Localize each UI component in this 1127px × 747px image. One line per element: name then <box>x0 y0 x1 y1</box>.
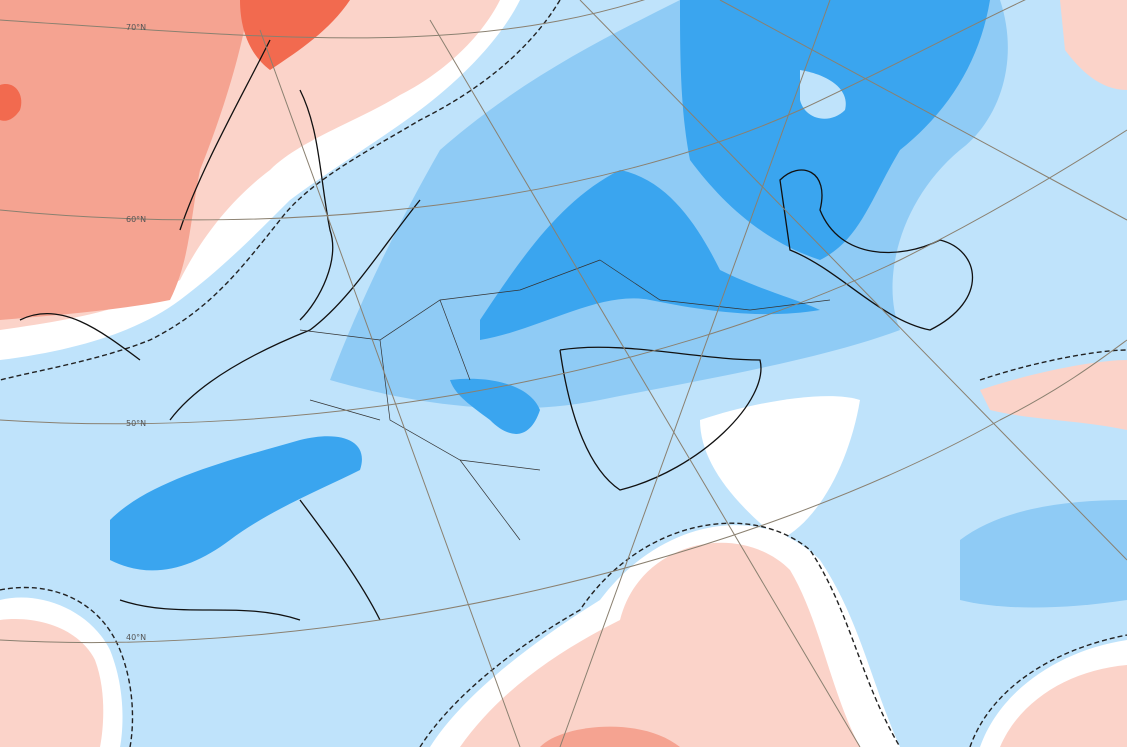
lat-label: 70°N <box>126 23 146 32</box>
lat-label: 60°N <box>126 215 146 224</box>
cold-anomaly <box>110 0 1127 608</box>
coastlines <box>19 39 973 621</box>
lat-label: 50°N <box>126 419 146 428</box>
lat-label: 40°N <box>126 633 146 642</box>
